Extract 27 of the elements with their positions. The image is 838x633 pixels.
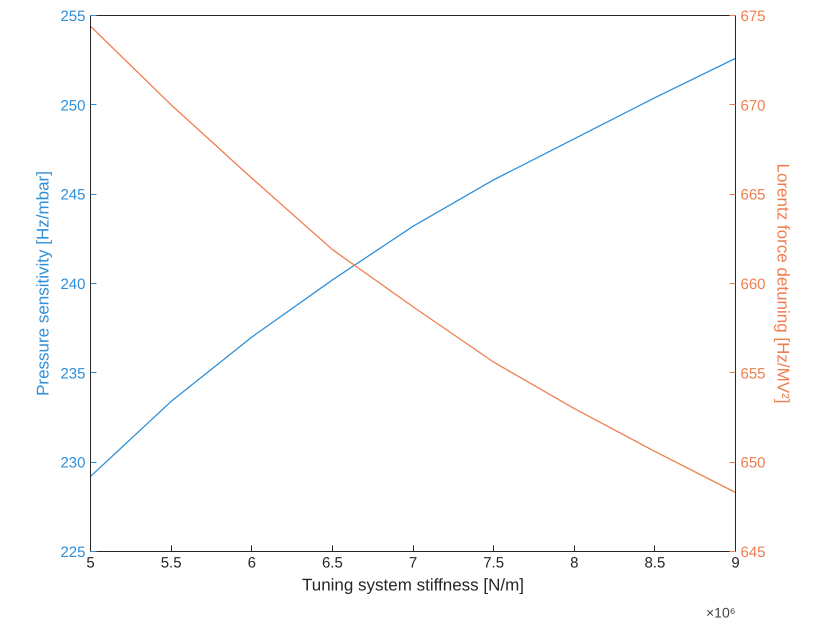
x-tick-label: 8.5 (644, 554, 666, 572)
x-axis-title: Tuning system stiffness [N/m] (302, 576, 524, 594)
y2-tick-label: 645 (740, 544, 766, 561)
y2-axis-title: Lorentz force detuning [Hz/MV²] (774, 164, 793, 404)
y-tick-label: 230 (60, 454, 86, 472)
x-tick-label: 7 (408, 554, 418, 572)
x-tick-label: 8 (570, 554, 578, 572)
y-tick-label: 240 (60, 276, 86, 293)
x-tick-label: 5 (86, 554, 95, 572)
x-tick-label: 7.5 (483, 554, 504, 572)
y-tick-label: 235 (60, 365, 86, 382)
x-tick-label: 9 (731, 554, 740, 572)
x-tick-label: 5.5 (160, 554, 182, 572)
y2-tick-label: 655 (740, 365, 766, 382)
x-tick-label: 6 (248, 554, 256, 572)
text: ×10⁶ (706, 604, 736, 620)
y2-tick-label: 670 (740, 97, 766, 114)
y-axis-title: Pressure sensitivity [Hz/mbar] (33, 171, 52, 396)
y2-tick-label: 650 (740, 454, 766, 472)
y2-tick-label: 675 (740, 8, 766, 25)
y-tick-label: 250 (60, 97, 86, 114)
x-tick-label: 6.5 (322, 554, 343, 572)
y2-tick-label: 660 (740, 276, 766, 293)
y-tick-label: 245 (60, 186, 86, 204)
y2-tick-label: 665 (740, 186, 766, 204)
y-tick-label: 225 (60, 544, 86, 561)
y-tick-label: 255 (60, 8, 86, 25)
